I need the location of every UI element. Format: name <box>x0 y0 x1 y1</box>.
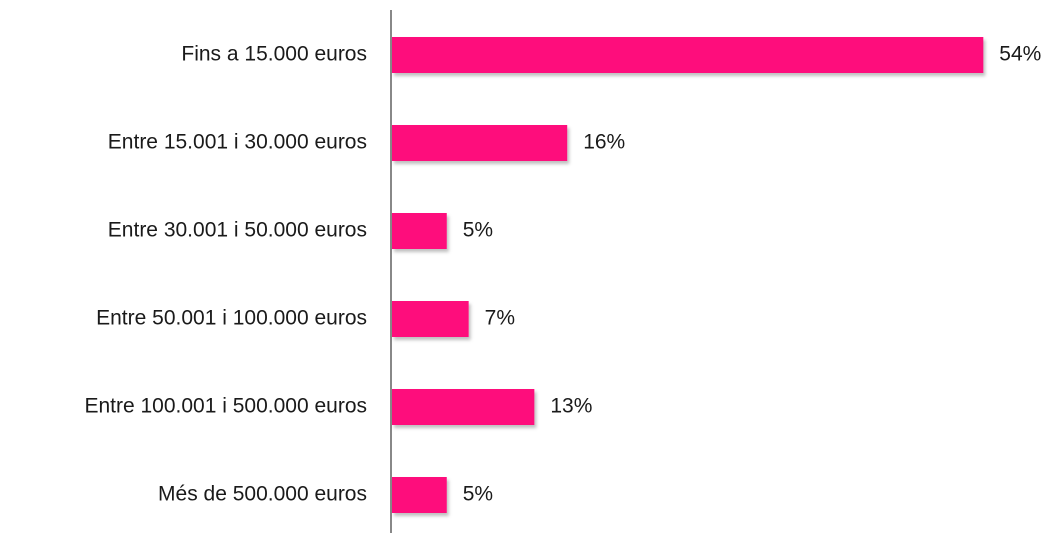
value-label: 13% <box>550 395 592 418</box>
value-label: 7% <box>485 307 515 330</box>
value-label: 5% <box>463 219 493 242</box>
category-label: Fins a 15.000 euros <box>181 43 367 66</box>
bar <box>392 213 447 249</box>
category-label: Més de 500.000 euros <box>158 483 367 506</box>
category-label: Entre 100.001 i 500.000 euros <box>84 395 367 418</box>
bar <box>392 389 535 425</box>
bar <box>392 125 568 161</box>
value-label: 16% <box>583 131 625 154</box>
category-label: Entre 30.001 i 50.000 euros <box>108 219 367 242</box>
value-label: 5% <box>463 483 493 506</box>
bar <box>392 477 447 513</box>
value-label: 54% <box>999 43 1041 66</box>
bar <box>392 37 984 73</box>
category-label: Entre 15.001 i 30.000 euros <box>108 131 367 154</box>
bar <box>392 301 469 337</box>
category-label: Entre 50.001 i 100.000 euros <box>96 307 367 330</box>
